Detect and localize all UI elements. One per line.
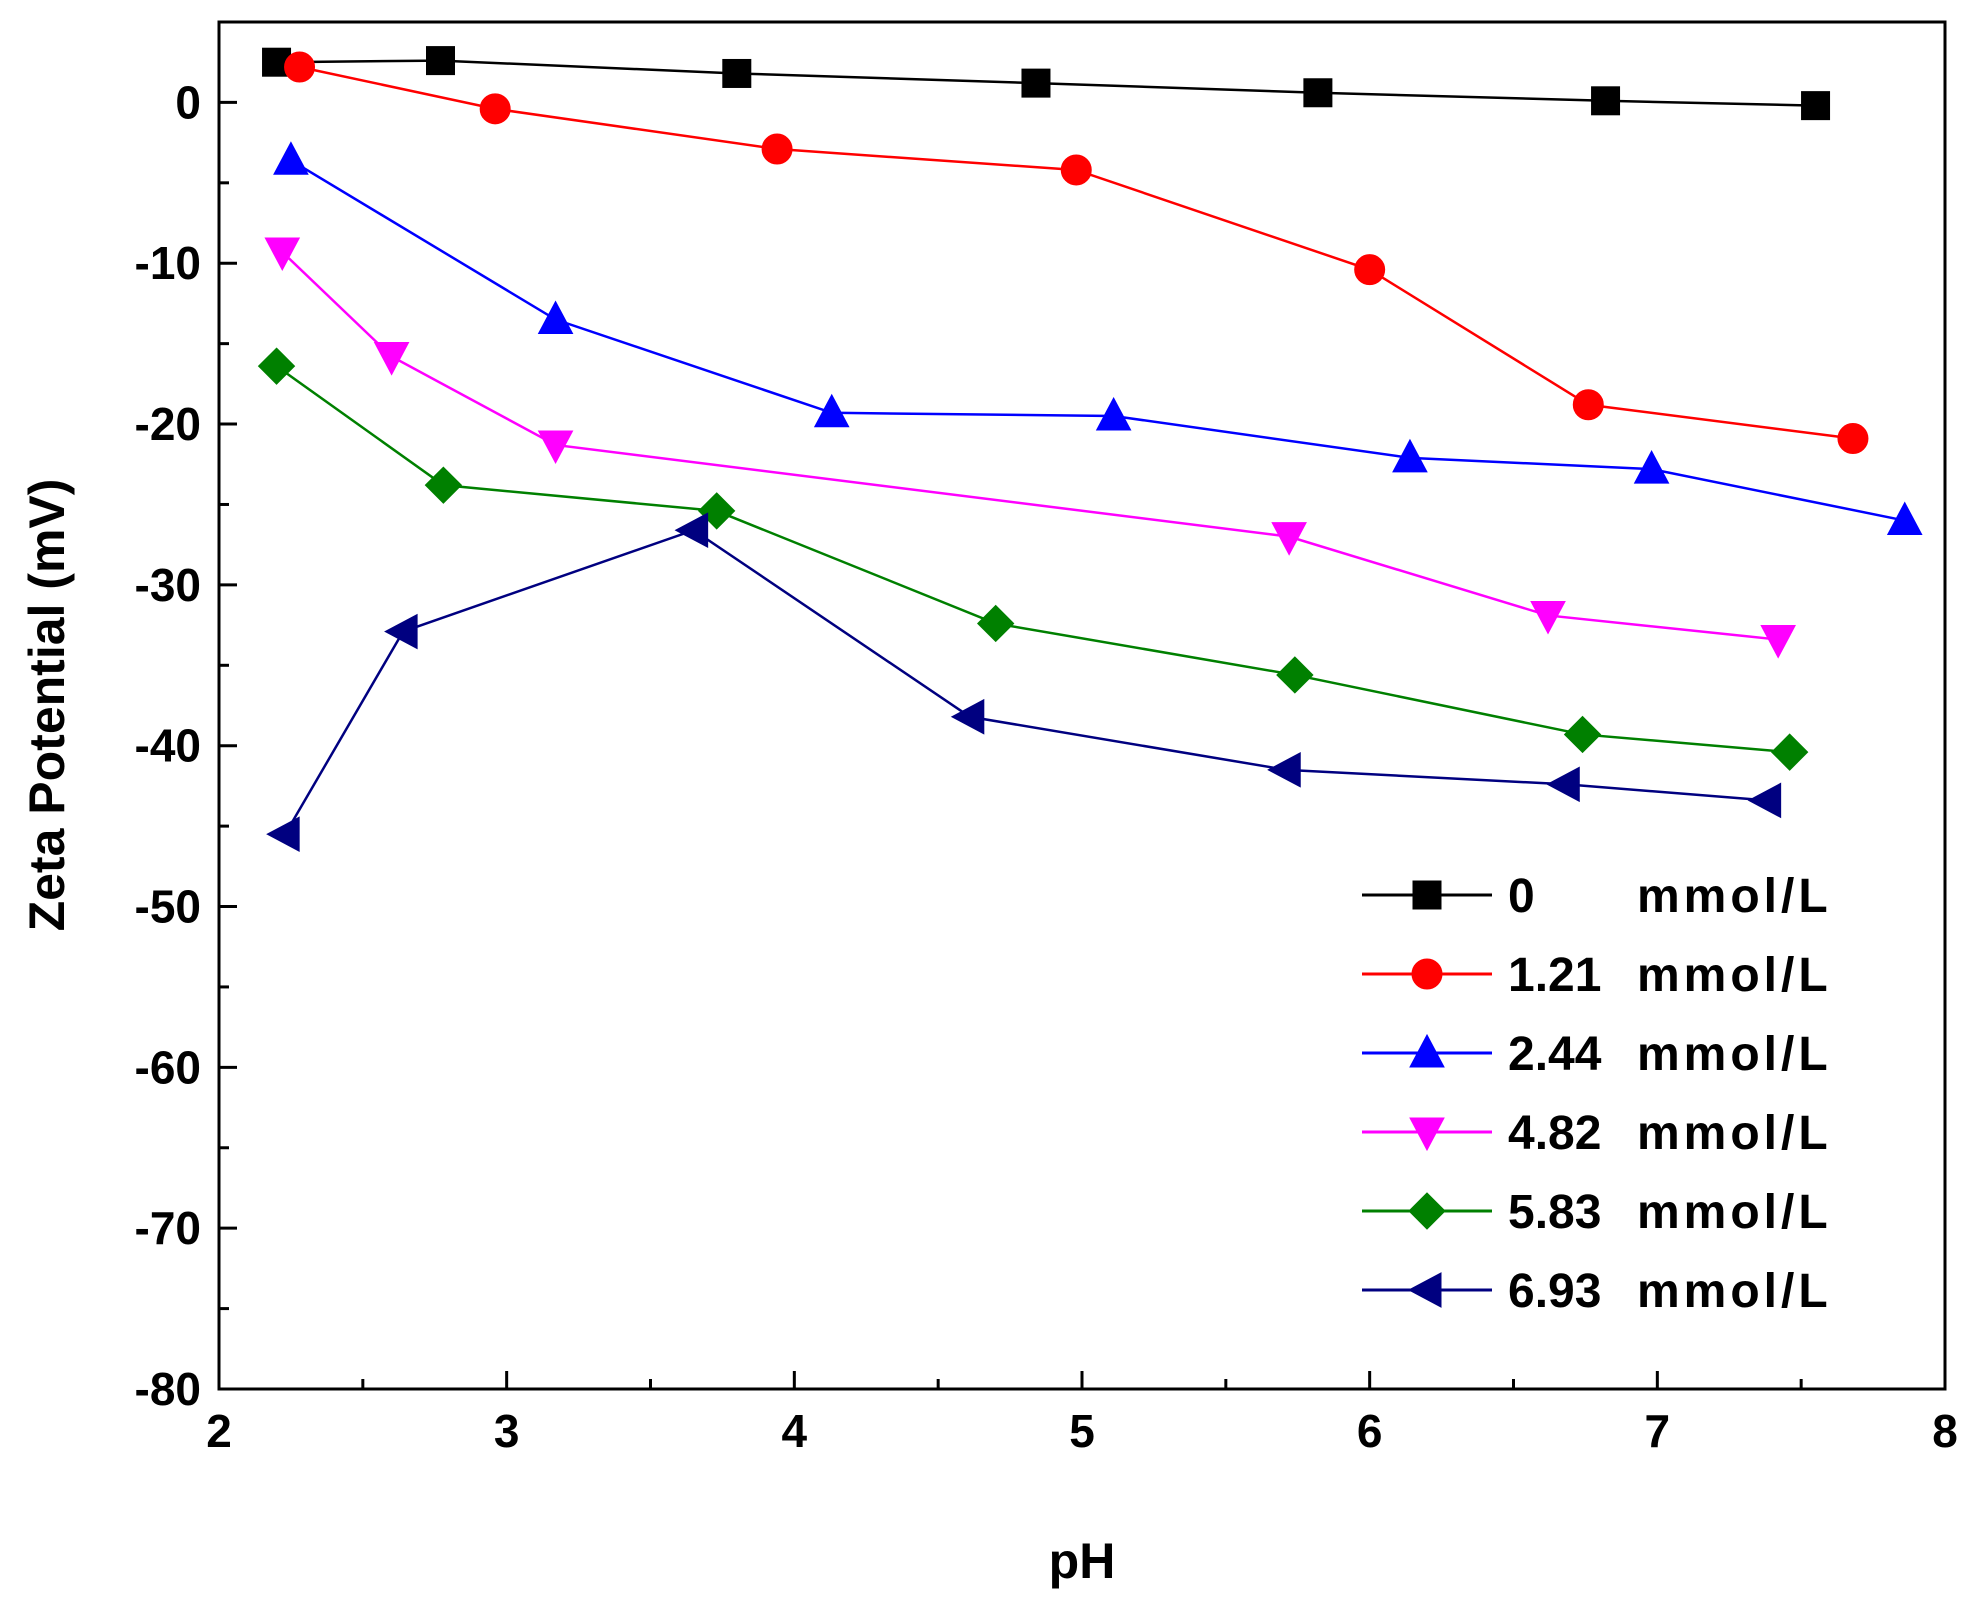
data-point	[1354, 254, 1386, 286]
x-tick-label: 4	[782, 1405, 808, 1457]
legend-marker	[1409, 1117, 1445, 1152]
legend-entry: 5.83 mmol/L	[1362, 1186, 1832, 1239]
data-point	[950, 698, 985, 735]
data-point	[1060, 154, 1092, 186]
data-point	[1801, 91, 1831, 121]
legend-value: 5.83	[1508, 1186, 1601, 1239]
series-2-44-mmol	[273, 141, 1923, 536]
x-tick-label: 6	[1357, 1405, 1383, 1457]
legend-value: 6.93	[1508, 1265, 1601, 1318]
legend-entry: 6.93 mmol/L	[1362, 1265, 1832, 1318]
legend-unit: mmol/L	[1637, 1265, 1832, 1318]
data-point	[1303, 78, 1333, 108]
series-line	[290, 159, 1905, 522]
data-point	[384, 613, 418, 650]
legend-unit: mmol/L	[1637, 1028, 1832, 1081]
data-point	[674, 512, 709, 549]
y-tick-label: -50	[135, 881, 201, 933]
data-point	[1770, 733, 1809, 771]
x-axis-label: pH	[1049, 1533, 1116, 1589]
axis-ticks	[217, 100, 1947, 1391]
series-line	[299, 65, 1854, 440]
legend-marker	[1409, 1033, 1445, 1068]
legend-value: 4.82	[1508, 1107, 1601, 1160]
legend-entry: 0 mmol/L	[1362, 870, 1832, 923]
series-4-82-mmol	[264, 237, 1796, 659]
data-point	[273, 141, 309, 175]
legend-unit: mmol/L	[1637, 1186, 1832, 1239]
legend-unit: mmol/L	[1637, 1107, 1832, 1160]
data-point	[1276, 656, 1314, 694]
data-point	[1392, 438, 1428, 473]
legend-unit: mmol/L	[1637, 870, 1832, 923]
data-point	[537, 430, 574, 465]
data-point	[1633, 450, 1670, 484]
y-tick-label: -10	[135, 237, 201, 289]
data-point	[1271, 522, 1307, 556]
series-0-mmol	[262, 46, 1831, 121]
series-line	[281, 251, 1779, 641]
series-line	[284, 528, 1767, 835]
legend-value: 0	[1508, 870, 1535, 923]
data-point	[1747, 782, 1782, 819]
data-point	[1546, 766, 1580, 803]
plot-frame	[217, 20, 1947, 1391]
legend-marker	[1408, 1192, 1446, 1230]
x-tick-label: 5	[1069, 1405, 1095, 1457]
series-6-93-mmol	[266, 512, 1782, 852]
data-point	[424, 466, 463, 504]
legend-value: 1.21	[1508, 949, 1601, 1002]
y-tick-label: -20	[135, 398, 201, 450]
y-tick-label: -70	[135, 1202, 201, 1254]
data-point	[1572, 389, 1604, 421]
legend-marker	[1407, 1272, 1442, 1308]
y-axis-label: Zeta Potential (mV)	[19, 479, 75, 932]
y-tick-label: 0	[175, 76, 201, 128]
data-point	[479, 93, 511, 125]
data-point	[284, 51, 316, 83]
data-point	[537, 300, 574, 335]
y-tick-label: -60	[135, 1041, 201, 1093]
series-line	[275, 365, 1790, 754]
series-layer	[257, 46, 1923, 852]
data-point	[722, 58, 752, 88]
data-point	[813, 393, 850, 428]
data-point	[266, 816, 300, 852]
y-tick-label: -40	[135, 720, 201, 772]
x-tick-label: 7	[1645, 1405, 1671, 1457]
data-point	[976, 604, 1015, 643]
x-tick-label: 2	[206, 1405, 232, 1457]
data-point	[264, 237, 301, 272]
x-tick-label: 8	[1932, 1405, 1958, 1457]
y-tick-label: -30	[135, 559, 201, 611]
data-point	[1591, 86, 1621, 116]
data-point	[1563, 715, 1602, 754]
legend-entry: 4.82 mmol/L	[1362, 1107, 1832, 1160]
data-point	[1530, 600, 1566, 635]
legend-marker	[1411, 958, 1443, 990]
legend-marker	[1412, 880, 1442, 910]
y-tick-label: -80	[135, 1363, 201, 1415]
data-point	[1021, 68, 1051, 98]
data-point	[257, 347, 296, 385]
series-1-21-mmol	[284, 51, 1869, 455]
data-point	[1886, 501, 1923, 536]
data-point	[761, 133, 793, 165]
x-tick-label: 3	[494, 1405, 520, 1457]
data-point	[1267, 751, 1301, 788]
data-point	[1837, 423, 1869, 455]
data-point	[1095, 396, 1132, 431]
legend: 0 mmol/L1.21 mmol/L2.44 mmol/L4.82 mmol/L5.8…	[1362, 870, 1832, 1318]
data-point	[426, 46, 456, 76]
data-point	[1760, 625, 1796, 659]
legend-value: 2.44	[1508, 1028, 1602, 1081]
tick-labels: 2 3 4 5 6 7 8 0 -10 -20 -30 -40 -50 -60 -70 -80	[135, 76, 1958, 1457]
data-point	[373, 342, 410, 376]
legend-unit: mmol/L	[1637, 949, 1832, 1002]
legend-entry: 1.21 mmol/L	[1362, 949, 1832, 1002]
legend-entry: 2.44 mmol/L	[1362, 1028, 1832, 1081]
